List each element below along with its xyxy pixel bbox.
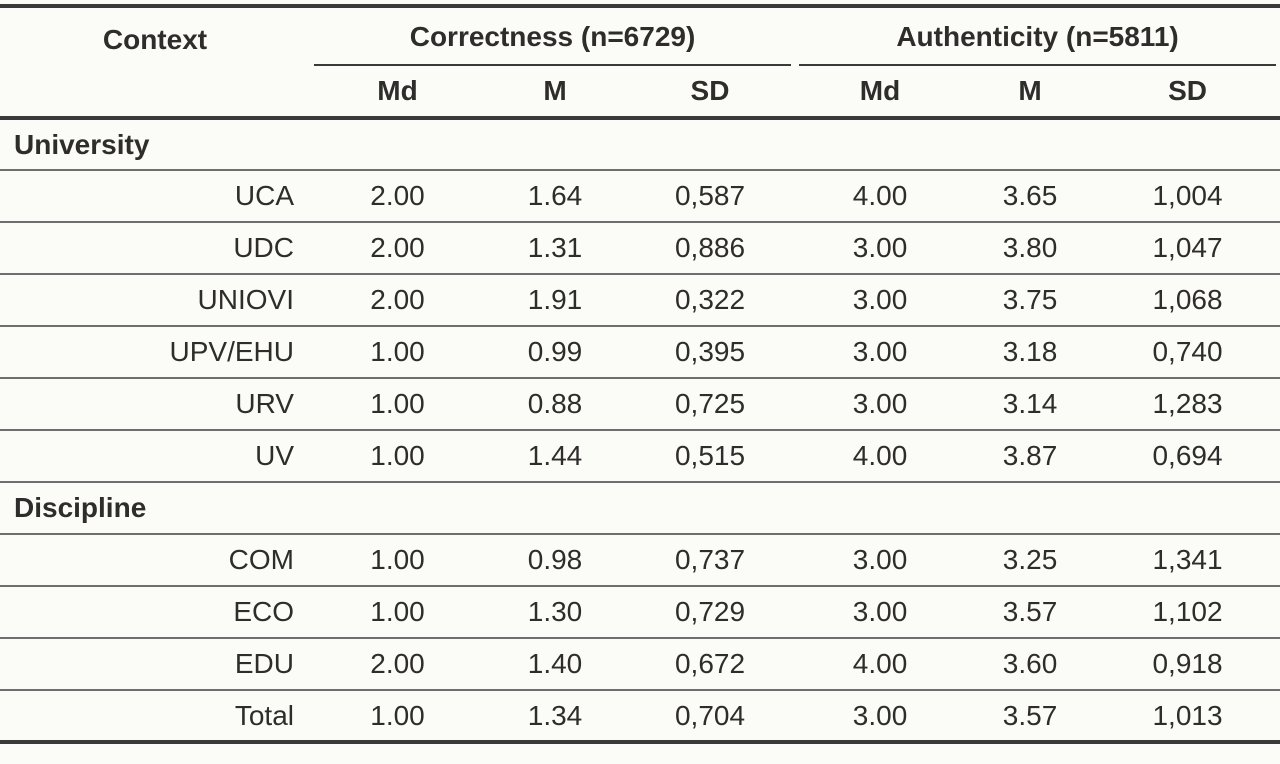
section-row-discipline: Discipline (0, 482, 1280, 535)
table-row: ECO 1.00 1.30 0,729 3.00 3.57 1,102 (0, 586, 1280, 639)
value-cell: 3.25 (965, 534, 1096, 587)
value-cell: 3.18 (965, 326, 1096, 379)
row-label: COM (0, 534, 310, 587)
subheader-row: Md M SD Md M SD (0, 66, 1280, 120)
row-label: Total (0, 690, 310, 744)
value-cell: 3.00 (795, 378, 966, 431)
value-cell: 3.80 (965, 222, 1096, 275)
value-cell: 0,729 (625, 586, 796, 639)
value-cell: 0,737 (625, 534, 796, 587)
value-cell: 3.57 (965, 586, 1096, 639)
table-row: EDU 2.00 1.40 0,672 4.00 3.60 0,918 (0, 638, 1280, 691)
value-cell: 4.00 (795, 430, 966, 483)
value-cell: 3.14 (965, 378, 1096, 431)
value-cell: 0.98 (485, 534, 625, 587)
value-cell: 0,322 (625, 274, 796, 327)
table-row-total: Total 1.00 1.34 0,704 3.00 3.57 1,013 (0, 690, 1280, 744)
value-cell: 3.00 (795, 534, 966, 587)
correctness-m-header: M (485, 66, 625, 120)
table-row: COM 1.00 0.98 0,737 3.00 3.25 1,341 (0, 534, 1280, 587)
group-header-row: Context Correctness (n=6729) Authenticit… (0, 4, 1280, 120)
value-cell: 4.00 (795, 170, 966, 223)
value-cell: 3.57 (965, 690, 1096, 744)
row-label: UNIOVI (0, 274, 310, 327)
correctness-group-header: Correctness (n=6729) (310, 4, 796, 68)
value-cell: 2.00 (310, 170, 485, 223)
row-label: URV (0, 378, 310, 431)
value-cell: 1.91 (485, 274, 625, 327)
value-cell: 1.00 (310, 430, 485, 483)
value-cell: 0,672 (625, 638, 796, 691)
value-cell: 1.00 (310, 326, 485, 379)
table-row: UNIOVI 2.00 1.91 0,322 3.00 3.75 1,068 (0, 274, 1280, 327)
value-cell: 0,740 (1095, 326, 1280, 379)
value-cell: 3.00 (795, 222, 966, 275)
value-cell: 1.44 (485, 430, 625, 483)
value-cell: 0,587 (625, 170, 796, 223)
value-cell: 0,515 (625, 430, 796, 483)
value-cell: 1.64 (485, 170, 625, 223)
value-cell: 1,341 (1095, 534, 1280, 587)
section-row-university: University (0, 118, 1280, 171)
value-cell: 1,283 (1095, 378, 1280, 431)
value-cell: 3.00 (795, 586, 966, 639)
value-cell: 1,047 (1095, 222, 1280, 275)
row-label: EDU (0, 638, 310, 691)
authenticity-sd-header: SD (1095, 66, 1280, 120)
value-cell: 3.60 (965, 638, 1096, 691)
value-cell: 3.00 (795, 326, 966, 379)
table-row: UCA 2.00 1.64 0,587 4.00 3.65 1,004 (0, 170, 1280, 223)
correctness-sd-header: SD (625, 66, 796, 120)
row-label: ECO (0, 586, 310, 639)
value-cell: 2.00 (310, 222, 485, 275)
value-cell: 1.00 (310, 586, 485, 639)
value-cell: 1.30 (485, 586, 625, 639)
table-row: URV 1.00 0.88 0,725 3.00 3.14 1,283 (0, 378, 1280, 431)
authenticity-group-header: Authenticity (n=5811) (795, 4, 1280, 68)
context-column-header: Context (0, 4, 310, 120)
value-cell: 1,013 (1095, 690, 1280, 744)
value-cell: 1.34 (485, 690, 625, 744)
table-row: UV 1.00 1.44 0,515 4.00 3.87 0,694 (0, 430, 1280, 483)
section-label: Discipline (0, 482, 1280, 535)
value-cell: 1.31 (485, 222, 625, 275)
row-label: UPV/EHU (0, 326, 310, 379)
table-row: UDC 2.00 1.31 0,886 3.00 3.80 1,047 (0, 222, 1280, 275)
value-cell: 1.00 (310, 378, 485, 431)
authenticity-m-header: M (965, 66, 1096, 120)
value-cell: 2.00 (310, 274, 485, 327)
descriptive-statistics-table: Context Correctness (n=6729) Authenticit… (0, 4, 1280, 744)
value-cell: 1,102 (1095, 586, 1280, 639)
value-cell: 0,704 (625, 690, 796, 744)
value-cell: 0,918 (1095, 638, 1280, 691)
row-label: UDC (0, 222, 310, 275)
value-cell: 1.00 (310, 690, 485, 744)
authenticity-md-header: Md (795, 66, 966, 120)
value-cell: 3.65 (965, 170, 1096, 223)
value-cell: 0.99 (485, 326, 625, 379)
table-row: UPV/EHU 1.00 0.99 0,395 3.00 3.18 0,740 (0, 326, 1280, 379)
row-label: UV (0, 430, 310, 483)
value-cell: 3.00 (795, 274, 966, 327)
value-cell: 3.75 (965, 274, 1096, 327)
value-cell: 1,068 (1095, 274, 1280, 327)
row-label: UCA (0, 170, 310, 223)
value-cell: 0,694 (1095, 430, 1280, 483)
value-cell: 4.00 (795, 638, 966, 691)
value-cell: 0,725 (625, 378, 796, 431)
value-cell: 2.00 (310, 638, 485, 691)
correctness-md-header: Md (310, 66, 485, 120)
value-cell: 1,004 (1095, 170, 1280, 223)
value-cell: 0.88 (485, 378, 625, 431)
section-label: University (0, 118, 1280, 171)
value-cell: 1.00 (310, 534, 485, 587)
value-cell: 0,395 (625, 326, 796, 379)
value-cell: 1.40 (485, 638, 625, 691)
value-cell: 3.87 (965, 430, 1096, 483)
value-cell: 3.00 (795, 690, 966, 744)
value-cell: 0,886 (625, 222, 796, 275)
